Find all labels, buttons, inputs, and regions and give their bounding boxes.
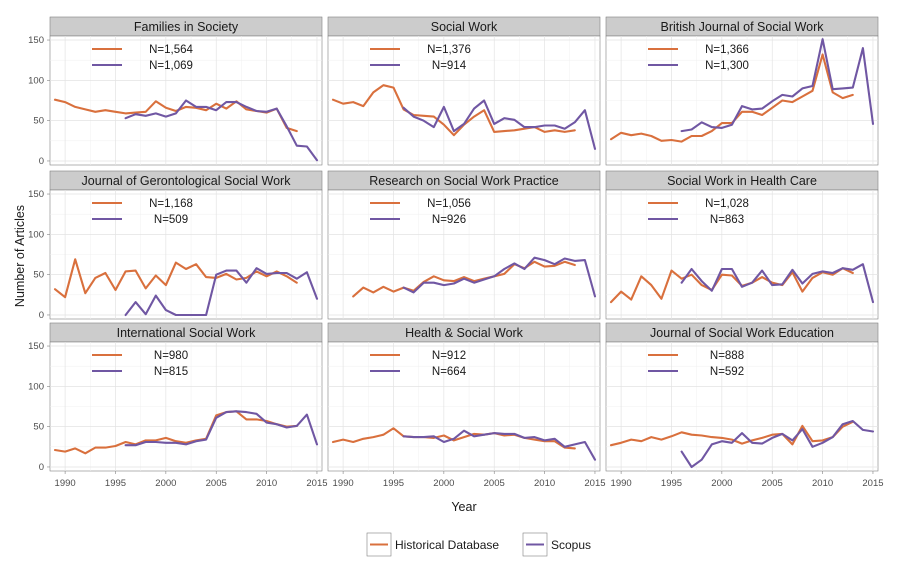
x-tick-label: 2010 [812, 478, 833, 489]
y-axis-title: Number of Articles [13, 205, 27, 307]
x-tick-label: 2005 [206, 478, 227, 489]
series-line-scopus [680, 263, 875, 304]
panel-title: Health & Social Work [405, 326, 524, 340]
count-label: N=926 [432, 214, 466, 226]
panel-title: Families in Society [134, 20, 239, 34]
series-line-scopus [124, 410, 319, 447]
count-label: N=1,028 [705, 198, 749, 210]
x-tick-label: 1990 [611, 478, 632, 489]
x-tick-label: 2015 [306, 478, 327, 489]
x-axis-title: Year [451, 500, 476, 514]
series-line-scopus [124, 267, 319, 317]
count-label: N=980 [154, 350, 188, 362]
series-line-historical [609, 267, 854, 304]
y-tick-label: 0 [39, 156, 44, 167]
panel-title: Journal of Gerontological Social Work [82, 174, 292, 188]
panel: Journal of Gerontological Social Work 0 50… [28, 170, 323, 321]
x-tick-label: 1995 [105, 478, 126, 489]
y-tick-label: 0 [39, 310, 44, 321]
count-label: N=592 [710, 366, 744, 378]
count-label: N=888 [710, 350, 744, 362]
count-label: N=664 [432, 366, 467, 378]
x-tick-label: 1990 [55, 478, 76, 489]
series-line-historical [53, 258, 298, 299]
panel-title: Journal of Social Work Education [650, 326, 834, 340]
series-line-scopus [680, 38, 875, 133]
y-tick-label: 50 [33, 270, 44, 281]
x-tick-label: 2010 [534, 478, 555, 489]
y-tick-label: 150 [28, 341, 44, 352]
count-label: N=1,564 [149, 44, 193, 56]
y-tick-label: 100 [28, 229, 44, 240]
count-label: N=1,069 [149, 60, 193, 72]
panel: Families in Society 0 50 100 150 N=1,564 N=1,0… [28, 16, 323, 167]
series-line-scopus [124, 99, 319, 162]
y-tick-label: 0 [39, 462, 44, 473]
count-label: N=1,056 [427, 198, 471, 210]
x-tick-label: 2015 [862, 478, 883, 489]
series-line-scopus [402, 256, 597, 298]
panel-title: British Journal of Social Work [660, 20, 824, 34]
panel-grid: Families in Society 0 50 100 150 N=1,564 N=1,0… [28, 16, 884, 489]
panel-title: Social Work [431, 20, 498, 34]
series-line-scopus [402, 429, 597, 461]
panel: Health & Social Work 1990 1995 2000 2005 2010… [327, 322, 606, 489]
panel: Social Work in Health Care N=1,028 N=863 [605, 170, 879, 320]
panel: British Journal of Social Work N=1,366 N=1… [605, 16, 879, 166]
count-label: N=863 [710, 214, 744, 226]
x-tick-label: 2010 [256, 478, 277, 489]
panel-title: Research on Social Work Practice [369, 174, 558, 188]
x-tick-label: 2005 [484, 478, 505, 489]
x-tick-label: 1990 [333, 478, 354, 489]
y-tick-label: 150 [28, 35, 44, 46]
count-label: N=1,376 [427, 44, 471, 56]
y-tick-label: 50 [33, 116, 44, 127]
series-line-historical [352, 260, 576, 298]
count-label: N=1,300 [705, 60, 749, 72]
panel: International Social Work 0 50 100 150 1990 19… [28, 322, 328, 489]
count-label: N=912 [432, 350, 466, 362]
y-tick-label: 100 [28, 75, 44, 86]
count-label: N=1,366 [705, 44, 749, 56]
y-tick-label: 50 [33, 422, 44, 433]
x-tick-label: 1995 [661, 478, 682, 489]
y-tick-label: 150 [28, 189, 44, 200]
series-line-historical [609, 420, 854, 447]
count-label: N=815 [154, 366, 188, 378]
count-label: N=509 [154, 214, 188, 226]
panel: Journal of Social Work Education 1990 1995… [605, 322, 884, 489]
x-tick-label: 1995 [383, 478, 404, 489]
x-tick-label: 2000 [155, 478, 176, 489]
count-label: N=914 [432, 60, 467, 72]
panel: Research on Social Work Practice N=1,056 N… [327, 170, 601, 320]
series-line-scopus [680, 419, 875, 469]
series-line-scopus [402, 99, 597, 150]
legend-label: Scopus [551, 538, 591, 552]
x-tick-label: 2000 [711, 478, 732, 489]
legend: Historical Database Scopus [366, 532, 591, 557]
x-tick-label: 2000 [433, 478, 454, 489]
legend-label: Historical Database [395, 538, 499, 552]
panel-title: International Social Work [117, 326, 256, 340]
panel-title: Social Work in Health Care [667, 174, 817, 188]
y-tick-label: 100 [28, 381, 44, 392]
count-label: N=1,168 [149, 198, 193, 210]
series-line-historical [331, 427, 576, 450]
series-line-historical [53, 410, 298, 455]
x-tick-label: 2005 [762, 478, 783, 489]
panel: Social Work N=1,376 N=914 [327, 16, 601, 166]
x-tick-label: 2015 [584, 478, 605, 489]
